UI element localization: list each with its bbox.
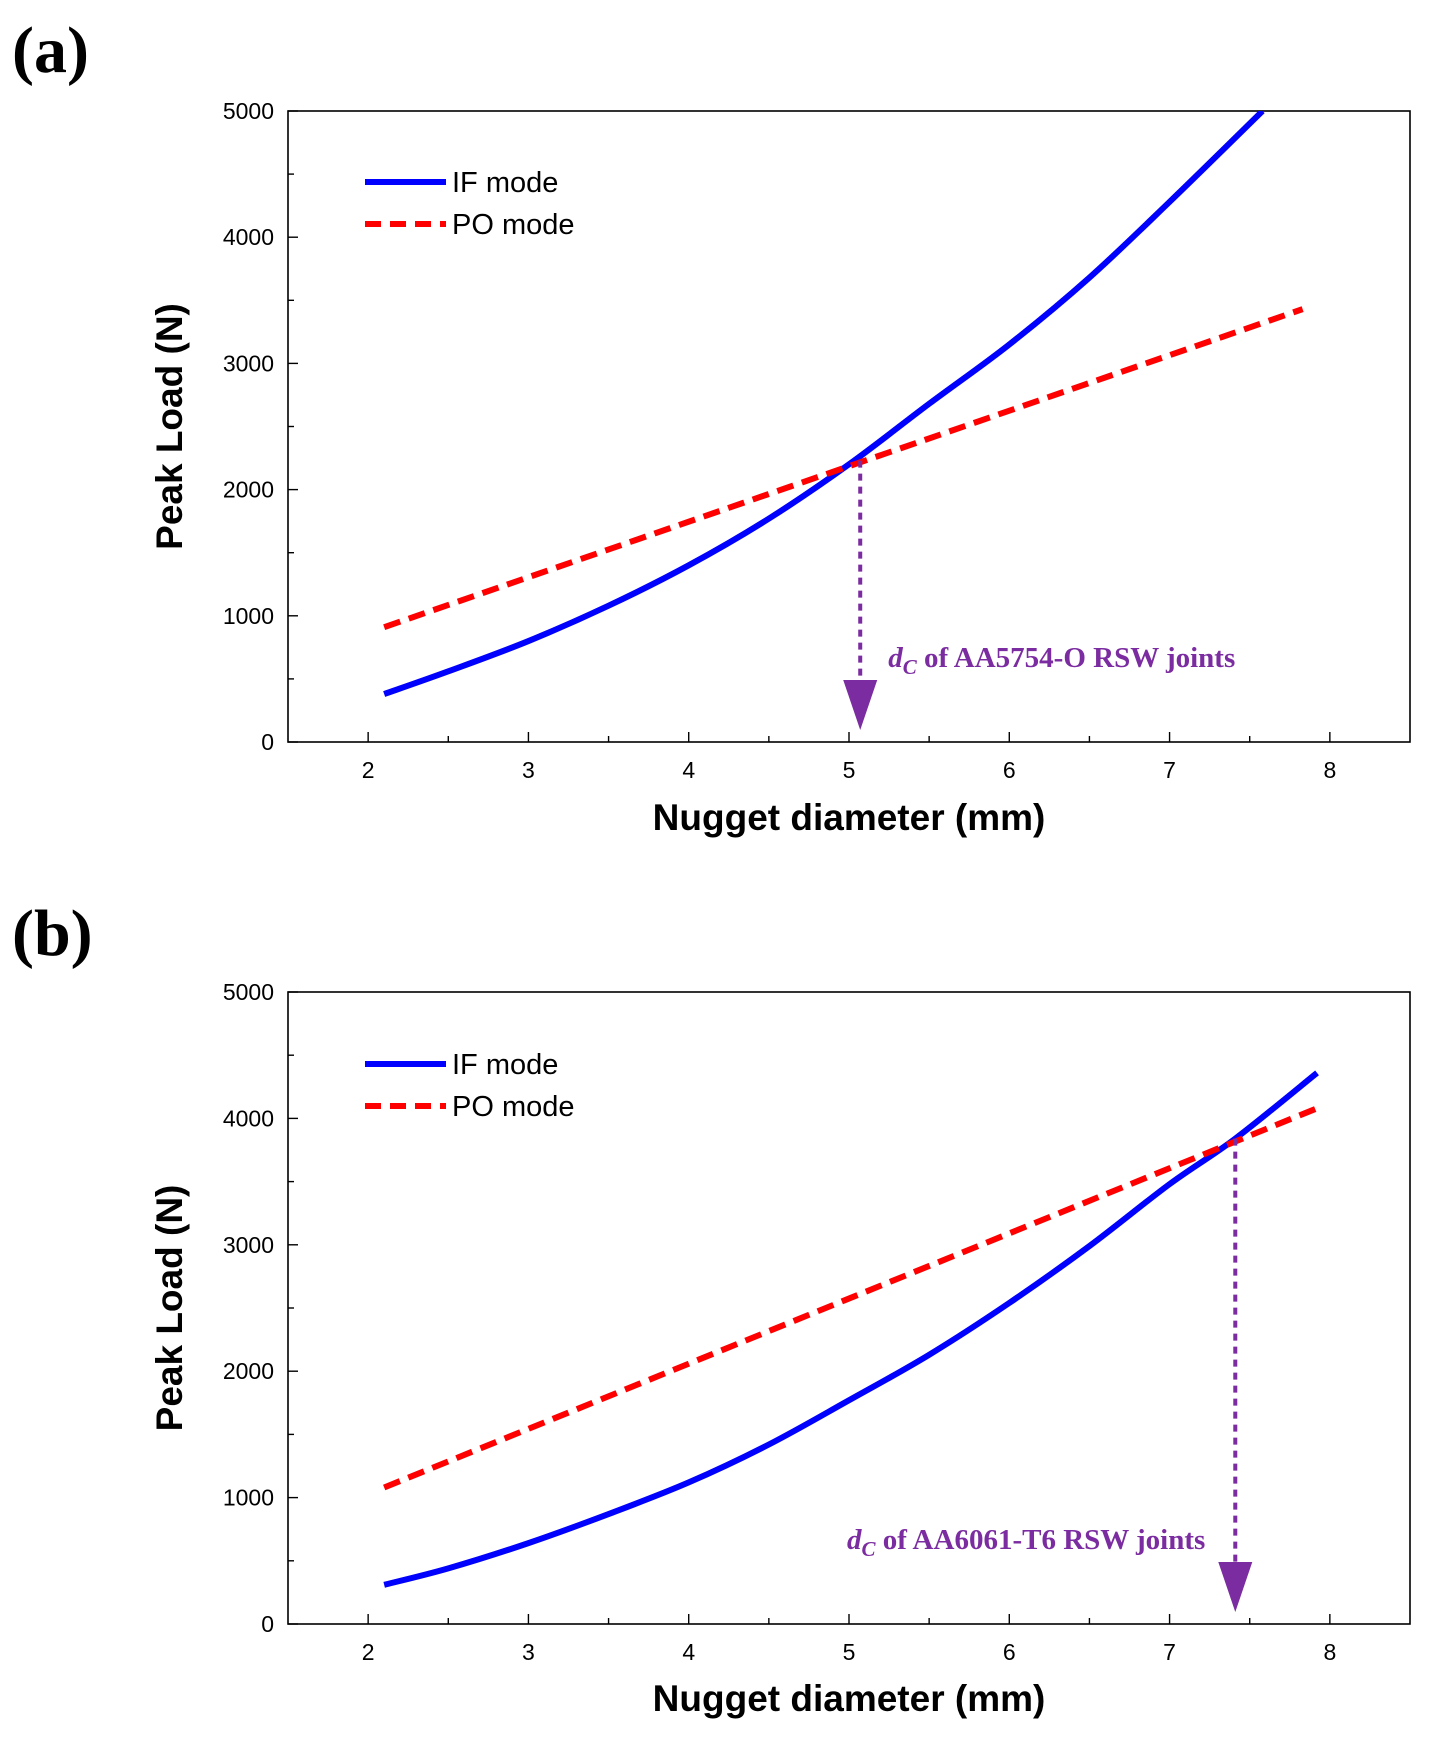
panel-label: (b)	[12, 897, 93, 970]
label-subscript: C	[861, 1537, 876, 1561]
if-mode-line	[383, 111, 1265, 697]
x-axis-title: Nugget diameter (mm)	[653, 797, 1046, 838]
y-tick-label: 5000	[223, 979, 274, 1005]
x-tick-label: 2	[362, 757, 375, 783]
panel-label: (a)	[12, 14, 89, 87]
legend-label: IF mode	[452, 167, 558, 199]
y-tick-label: 1000	[223, 1485, 274, 1511]
y-axis-title: Peak Load (N)	[149, 303, 190, 550]
y-tick-label: 5000	[223, 98, 274, 124]
critical-diameter-arrow-head	[843, 680, 878, 730]
label-d: d	[847, 1524, 862, 1556]
legend-label: PO mode	[452, 209, 575, 241]
x-tick-label: 6	[1003, 757, 1016, 783]
x-tick-label: 8	[1323, 1639, 1336, 1665]
x-tick-label: 4	[682, 757, 695, 783]
legend-label: IF mode	[452, 1049, 558, 1081]
y-tick-label: 1000	[223, 603, 274, 629]
y-tick-label: 3000	[223, 350, 274, 376]
x-tick-label: 3	[522, 1639, 535, 1665]
legend-label: PO mode	[452, 1091, 575, 1123]
y-tick-label: 0	[261, 1611, 274, 1637]
panel-b: (b) 2 3 4 5 6 7 8 0 1000 2000 3000 4000 5000 Nugget di…	[12, 897, 1411, 1719]
x-axis-title: Nugget diameter (mm)	[653, 1678, 1046, 1719]
if-mode-line	[383, 1070, 1319, 1588]
y-tick-label: 4000	[223, 224, 274, 250]
x-tick-label: 2	[362, 1639, 375, 1665]
label-text: of AA5754-O RSW joints	[917, 642, 1236, 674]
plot-series-group	[383, 111, 1304, 697]
critical-diameter-label: dC of AA5754-O RSW joints	[888, 642, 1235, 679]
po-mode-line	[383, 1105, 1319, 1491]
x-tick-label: 8	[1323, 757, 1336, 783]
x-tick-label: 5	[843, 1639, 856, 1665]
x-tick-label: 4	[682, 1639, 695, 1665]
y-tick-label: 4000	[223, 1105, 274, 1131]
po-mode-line	[383, 306, 1304, 630]
x-tick-label: 7	[1163, 1639, 1176, 1665]
x-tick-label: 6	[1003, 1639, 1016, 1665]
label-subscript: C	[903, 655, 918, 679]
critical-diameter-label: dC of AA6061-T6 RSW joints	[847, 1524, 1205, 1561]
y-tick-label: 0	[261, 729, 274, 755]
plot-series-group	[383, 1070, 1319, 1588]
y-tick-label: 2000	[223, 477, 274, 503]
x-tick-label: 3	[522, 757, 535, 783]
label-text: of AA6061-T6 RSW joints	[876, 1524, 1206, 1556]
y-tick-label: 3000	[223, 1232, 274, 1258]
y-axis-title: Peak Load (N)	[149, 1185, 190, 1432]
panel-a: (a) 2 3 4 5 6 7 8 0 1000 2000 3000 4000 5000 Nugget di…	[12, 14, 1411, 838]
y-tick-label: 2000	[223, 1358, 274, 1384]
plot-frame	[287, 110, 1411, 743]
x-tick-label: 7	[1163, 757, 1176, 783]
label-d: d	[888, 642, 903, 674]
x-tick-label: 5	[843, 757, 856, 783]
critical-diameter-arrow-head	[1218, 1562, 1253, 1612]
